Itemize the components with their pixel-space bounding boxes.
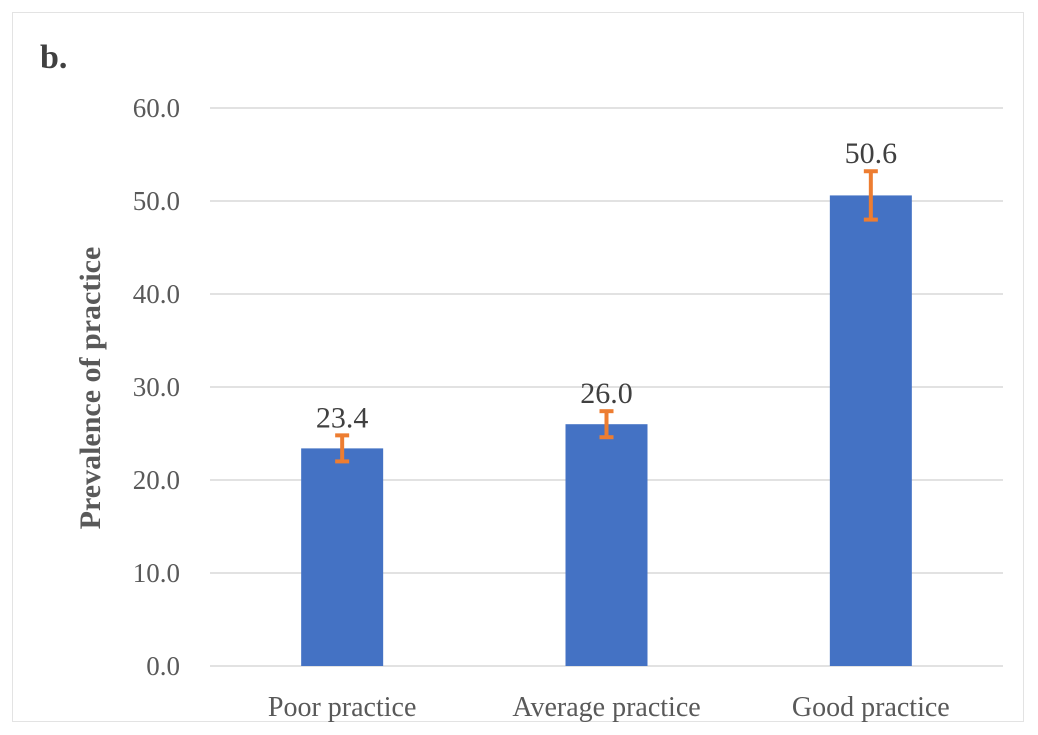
data-label: 23.4 [316,401,369,434]
bar [565,424,648,666]
y-tick-label: 20.0 [133,465,180,495]
y-tick-label: 0.0 [146,651,180,681]
data-labels: 23.4 26.0 50.6 [316,137,897,434]
data-label: 50.6 [845,137,898,170]
bar [301,448,384,666]
y-tick-label: 30.0 [133,372,180,402]
x-axis-categories: Poor practice Average practice Good practi… [268,692,950,723]
error-bars [335,169,878,464]
category-label: Poor practice [268,692,417,723]
y-axis-ticks: 0.0 10.0 20.0 30.0 40.0 50.0 60.0 [133,93,180,681]
y-tick-label: 10.0 [133,558,180,588]
data-label: 26.0 [580,377,633,410]
y-tick-label: 40.0 [133,279,180,309]
panel-label: b. [40,39,67,76]
y-axis-title: Prevalence of practice [74,247,107,530]
bar [829,195,912,667]
category-label: Good practice [792,692,950,723]
bars [301,195,912,667]
y-tick-label: 50.0 [133,186,180,216]
y-tick-label: 60.0 [133,93,180,123]
category-label: Average practice [512,692,700,723]
